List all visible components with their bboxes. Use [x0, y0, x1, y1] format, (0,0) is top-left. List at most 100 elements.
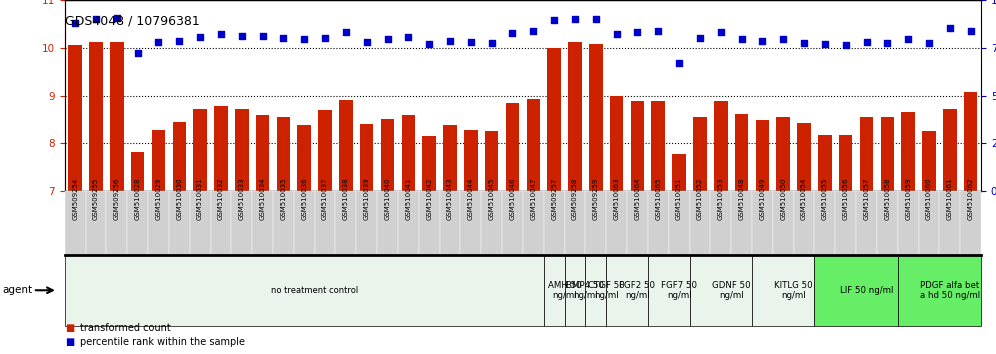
Bar	[214, 106, 228, 191]
Bar	[794, 191, 815, 255]
Bar	[210, 191, 231, 255]
Bar	[586, 255, 607, 326]
Bar	[752, 255, 815, 326]
Bar	[401, 115, 415, 191]
Text: GSM510041: GSM510041	[405, 177, 411, 220]
Bar	[273, 191, 294, 255]
Text: GSM509255: GSM509255	[93, 178, 99, 220]
Bar	[880, 117, 894, 191]
Text: GSM509256: GSM509256	[114, 177, 120, 220]
Point	[900, 36, 916, 42]
Point	[817, 41, 833, 47]
Bar	[418, 191, 439, 255]
Point	[67, 20, 83, 26]
Text: GSM510034: GSM510034	[260, 177, 266, 220]
Point	[234, 33, 250, 39]
Bar	[627, 191, 647, 255]
Text: no treatment control: no treatment control	[271, 286, 359, 295]
Bar	[752, 191, 773, 255]
Bar	[439, 191, 460, 255]
Bar	[815, 255, 897, 326]
Text: LIF 50 ng/ml: LIF 50 ng/ml	[840, 286, 893, 295]
Text: GSM510048: GSM510048	[739, 177, 745, 220]
Point	[609, 32, 624, 37]
Bar	[565, 255, 586, 326]
Text: PDGF alfa bet
a hd 50 ng/ml: PDGF alfa bet a hd 50 ng/ml	[919, 281, 980, 300]
Point	[567, 16, 583, 22]
Bar	[485, 131, 498, 191]
Point	[421, 41, 437, 47]
Bar	[360, 124, 374, 191]
Bar	[130, 152, 144, 191]
Text: GSM510045: GSM510045	[489, 177, 495, 220]
Point	[838, 42, 854, 48]
Point	[276, 35, 292, 41]
Point	[671, 60, 687, 66]
Point	[859, 39, 874, 45]
Bar	[90, 42, 103, 191]
Point	[296, 36, 312, 42]
Text: GSM510047: GSM510047	[530, 177, 536, 220]
Text: GSM510053: GSM510053	[718, 177, 724, 220]
Bar	[756, 120, 769, 191]
Text: GSM510052: GSM510052	[697, 177, 703, 220]
Point	[754, 38, 770, 44]
Text: GSM510050: GSM510050	[780, 177, 786, 220]
Bar	[65, 255, 544, 326]
Point	[775, 36, 791, 42]
Bar	[523, 191, 544, 255]
Text: GSM510033: GSM510033	[239, 177, 245, 220]
Point	[692, 35, 708, 41]
Text: FGF2 50
ng/ml: FGF2 50 ng/ml	[620, 281, 655, 300]
Text: GSM510058: GSM510058	[884, 177, 890, 220]
Point	[379, 36, 395, 42]
Bar	[939, 191, 960, 255]
Bar	[294, 191, 315, 255]
Text: agent: agent	[2, 285, 32, 295]
Bar	[922, 131, 936, 191]
Bar	[319, 110, 332, 191]
Bar	[860, 117, 873, 191]
Text: GSM510059: GSM510059	[905, 177, 911, 220]
Bar	[172, 122, 186, 191]
Text: GSM510031: GSM510031	[197, 177, 203, 220]
Text: GSM510049: GSM510049	[759, 177, 765, 220]
Bar	[797, 123, 811, 191]
Bar	[443, 125, 457, 191]
Bar	[901, 112, 915, 191]
Text: GSM510043: GSM510043	[447, 177, 453, 220]
Point	[588, 16, 604, 22]
Text: GSM510057: GSM510057	[864, 177, 870, 220]
Bar	[151, 130, 165, 191]
Bar	[357, 191, 377, 255]
Point	[213, 32, 229, 37]
Text: GSM510063: GSM510063	[614, 177, 620, 220]
Bar	[897, 191, 918, 255]
Text: GSM510054: GSM510054	[801, 177, 807, 220]
Bar	[548, 48, 561, 191]
Bar	[464, 130, 478, 191]
Bar	[502, 191, 523, 255]
Bar	[544, 255, 565, 326]
Point	[129, 50, 145, 55]
Point	[484, 40, 500, 46]
Bar	[964, 92, 977, 191]
Point	[629, 30, 645, 35]
Bar	[918, 191, 939, 255]
Bar	[127, 191, 148, 255]
Point	[150, 39, 166, 45]
Point	[317, 35, 333, 41]
Text: GSM509254: GSM509254	[72, 178, 78, 220]
Point	[942, 25, 958, 30]
Bar	[315, 191, 336, 255]
Text: GSM510032: GSM510032	[218, 177, 224, 220]
Point	[796, 40, 812, 46]
Point	[650, 28, 666, 34]
Point	[88, 16, 104, 22]
Bar	[110, 42, 124, 191]
Point	[400, 34, 416, 40]
Bar	[647, 191, 668, 255]
Bar	[398, 191, 418, 255]
Bar	[235, 109, 249, 191]
Text: GSM510038: GSM510038	[343, 177, 349, 220]
